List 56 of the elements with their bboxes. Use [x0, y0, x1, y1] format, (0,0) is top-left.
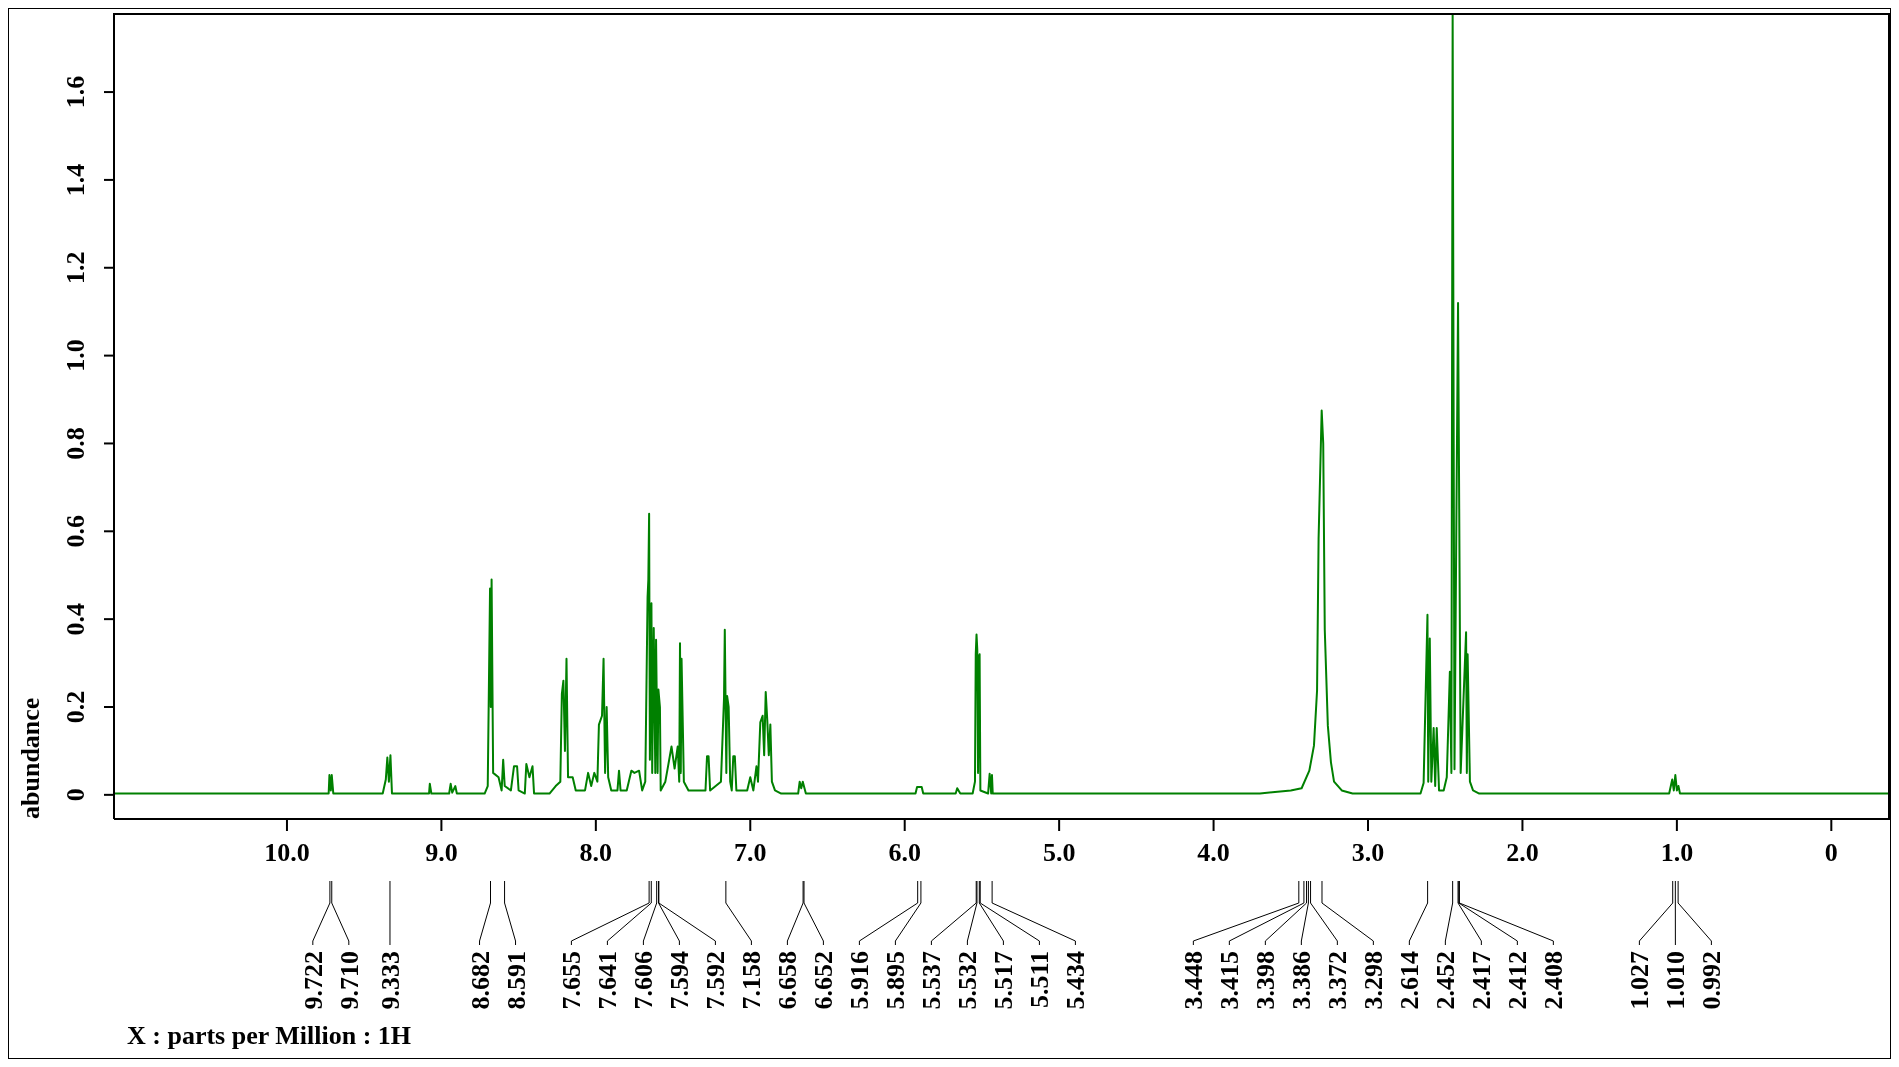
x-tick-label: 7.0 — [734, 838, 767, 867]
annotation: 7.592 — [701, 951, 731, 1010]
x-tick-label: 1.0 — [1660, 838, 1694, 867]
y-tick-label: 1.4 — [61, 163, 90, 197]
annotation: 7.606 — [629, 951, 659, 1010]
y-tick-label: 0.6 — [61, 515, 90, 548]
annotation: 9.333 — [375, 951, 405, 1010]
x-tick-label: 0 — [1824, 838, 1838, 867]
x-tick-label: 9.0 — [425, 838, 458, 867]
annotation: 5.434 — [1061, 951, 1091, 1010]
annotation: 3.298 — [1359, 951, 1389, 1010]
annotation: 5.895 — [881, 951, 911, 1010]
annotation: 8.591 — [501, 951, 531, 1010]
annotation: 7.594 — [665, 951, 695, 1010]
y-tick-label: 0.8 — [61, 427, 90, 460]
x-tick-label: 6.0 — [888, 838, 921, 867]
annotation: 1.027 — [1625, 951, 1655, 1010]
annotation: 5.916 — [845, 951, 875, 1010]
annotation: 7.641 — [593, 951, 623, 1010]
x-tick-label: 3.0 — [1351, 838, 1385, 867]
annotation: 5.532 — [953, 951, 983, 1010]
text: X : parts per Million : 1H — [127, 1021, 412, 1050]
annotation: 1.010 — [1661, 951, 1691, 1010]
annotation: 3.448 — [1179, 951, 1209, 1010]
annotation: 7.655 — [557, 951, 587, 1010]
x-tick-label: 2.0 — [1506, 838, 1539, 867]
y-tick-label: 1.6 — [61, 75, 90, 109]
y-tick-label: 1.0 — [61, 339, 90, 372]
annotation: 3.398 — [1251, 951, 1281, 1010]
annotation: 9.722 — [298, 951, 328, 1010]
annotation: 7.158 — [737, 951, 767, 1010]
y-axis-title: abundance — [16, 697, 45, 819]
annotation: 9.710 — [334, 951, 364, 1010]
annotation: 6.652 — [809, 951, 839, 1010]
x-tick-label: 10.0 — [264, 838, 310, 867]
y-tick-label: 1.2 — [61, 251, 90, 285]
annotation: 2.408 — [1539, 951, 1569, 1010]
annotation: 2.417 — [1467, 951, 1497, 1010]
annotation: 3.372 — [1323, 951, 1353, 1010]
annotation: 0.992 — [1697, 951, 1727, 1010]
y-tick-label: 0.2 — [61, 690, 90, 724]
y-tick-label: 0 — [61, 788, 90, 802]
x-tick-label: 4.0 — [1197, 838, 1230, 867]
x-tick-label: 5.0 — [1042, 838, 1076, 867]
x-tick-label: 8.0 — [579, 838, 613, 867]
annotation: 8.682 — [465, 951, 495, 1010]
annotation: 3.386 — [1287, 951, 1317, 1010]
annotation: 5.511 — [1025, 951, 1055, 1009]
annotation: 3.415 — [1215, 951, 1245, 1010]
annotation: 5.517 — [989, 951, 1019, 1010]
annotation: 2.452 — [1431, 951, 1461, 1010]
annotation: 2.412 — [1503, 951, 1533, 1010]
annotation: 5.537 — [917, 951, 947, 1010]
annotation: 6.658 — [773, 951, 803, 1010]
annotation: 2.614 — [1395, 951, 1425, 1010]
y-tick-label: 0.4 — [61, 602, 90, 636]
